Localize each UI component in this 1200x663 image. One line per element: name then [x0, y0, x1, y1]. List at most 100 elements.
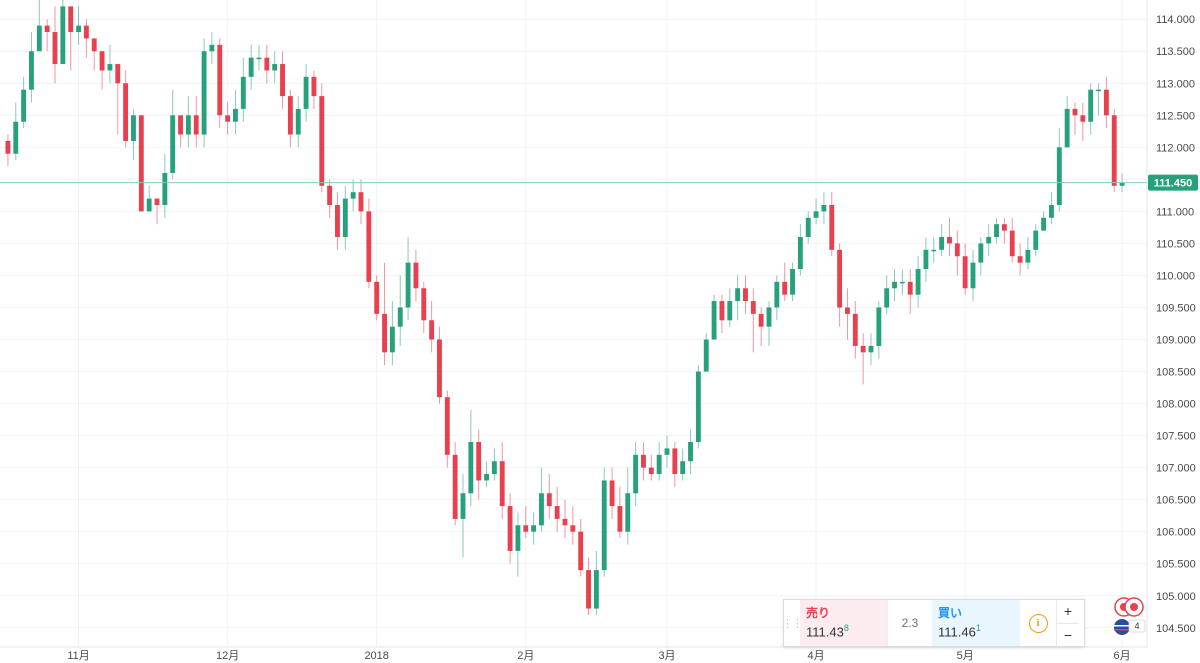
candle-body — [782, 281, 788, 295]
candle-body — [876, 307, 882, 346]
candle-body — [837, 249, 843, 308]
buy-price: 111.461 — [938, 623, 1014, 639]
buy-button[interactable]: 買い 111.461 — [932, 600, 1020, 646]
candle-body — [311, 76, 317, 97]
grid — [0, 0, 1147, 647]
x-tick-label: 5月 — [957, 650, 974, 662]
candle-body — [233, 108, 238, 122]
candle-body — [1064, 108, 1070, 148]
candle-body — [1041, 217, 1047, 231]
candle-body — [374, 281, 380, 314]
us-flag-icon — [1114, 619, 1130, 635]
y-tick-label: 112.000 — [1156, 142, 1195, 154]
candle-body — [939, 237, 945, 250]
candle-body — [829, 204, 835, 250]
candle-body — [554, 506, 560, 519]
x-tick-label: 4月 — [808, 650, 825, 662]
candle-body — [287, 96, 293, 135]
candle-body — [868, 345, 874, 353]
time-axis: 11月12月20182月3月4月5月6月7月 — [67, 650, 1131, 662]
candle-body — [225, 115, 231, 122]
candle-body — [327, 185, 333, 205]
candle-body — [240, 76, 246, 109]
candle-body — [342, 198, 348, 238]
y-tick-label: 106.000 — [1156, 527, 1196, 539]
candle-body — [272, 64, 278, 71]
candle-body — [256, 57, 262, 60]
buy-price-pip: 1 — [975, 623, 981, 633]
current-price-label: 111.450 — [1154, 178, 1193, 190]
info-icon: i — [1028, 613, 1048, 633]
candle-body — [617, 506, 623, 532]
candle-body — [609, 480, 615, 507]
candle-body — [797, 237, 803, 270]
y-tick-label: 108.000 — [1156, 399, 1196, 411]
buy-price-main: 111.46 — [938, 624, 976, 640]
candle-body — [892, 281, 897, 289]
candle-body — [947, 237, 952, 244]
candle-body — [962, 256, 968, 289]
buy-label: 買い — [938, 606, 963, 620]
candle-body — [1096, 89, 1101, 92]
candle-body — [499, 461, 505, 507]
candle-body — [680, 461, 686, 475]
sell-price-main: 111.43 — [806, 624, 844, 640]
candle-body — [790, 269, 795, 295]
candle-body — [845, 307, 850, 314]
candle-body — [539, 493, 544, 526]
candle-body — [711, 301, 717, 340]
candle-body — [460, 493, 466, 519]
candles — [5, 0, 1125, 615]
badge-count-box — [1128, 619, 1146, 633]
candle-body — [44, 25, 50, 33]
sell-price: 111.438 — [806, 623, 881, 639]
candle-body — [209, 44, 215, 52]
candle-body — [970, 262, 976, 289]
candle-body — [821, 204, 827, 212]
candle-body — [931, 249, 937, 252]
candle-body — [1017, 256, 1023, 263]
x-tick-label: 2月 — [517, 650, 534, 662]
y-tick-label: 107.000 — [1156, 463, 1196, 475]
candle-body — [13, 121, 19, 154]
y-tick-label: 114.000 — [1156, 14, 1195, 26]
japan-flag-sun-2 — [1130, 603, 1138, 611]
candle-body — [727, 301, 733, 321]
info-button[interactable]: i — [1020, 600, 1056, 646]
candle-body — [280, 64, 285, 97]
candle-body — [36, 25, 42, 52]
x-tick-label: 2018 — [364, 650, 388, 662]
y-tick-label: 108.500 — [1156, 367, 1196, 379]
candle-body — [217, 44, 223, 116]
candle-body — [452, 454, 458, 519]
x-tick-label: 6月 — [1114, 650, 1131, 662]
us-flag-stripe-2 — [1114, 629, 1130, 631]
sell-button[interactable]: 売り 111.438 — [800, 600, 888, 646]
y-tick-label: 105.000 — [1156, 591, 1196, 603]
candle-body — [986, 237, 992, 244]
candle-body — [1088, 89, 1094, 122]
candle-body — [515, 525, 521, 551]
candle-body — [743, 288, 748, 302]
trade-panel: ⋮⋮ 売り 111.438 2.3 買い 111.461 i + − — [782, 599, 1085, 647]
candle-body — [201, 51, 207, 135]
drag-handle-icon[interactable]: ⋮⋮ — [782, 617, 803, 630]
candle-body — [193, 115, 199, 135]
candle-body — [546, 493, 552, 507]
candle-body — [444, 397, 450, 455]
y-tick-label: 110.500 — [1156, 238, 1195, 250]
candle-body — [1033, 230, 1039, 250]
sell-price-pip: 8 — [843, 623, 849, 633]
candle-body — [1072, 108, 1078, 116]
candle-body — [335, 204, 340, 238]
decrease-button[interactable]: − — [1063, 626, 1073, 643]
candle-body — [907, 281, 913, 295]
currency-pair-badge[interactable]: 4 — [1112, 596, 1146, 636]
candle-body — [405, 262, 411, 308]
candle-body — [421, 288, 427, 321]
candle-body — [735, 288, 741, 302]
candle-body — [978, 243, 984, 263]
increase-button[interactable]: + — [1057, 600, 1079, 624]
candle-body — [295, 108, 301, 135]
